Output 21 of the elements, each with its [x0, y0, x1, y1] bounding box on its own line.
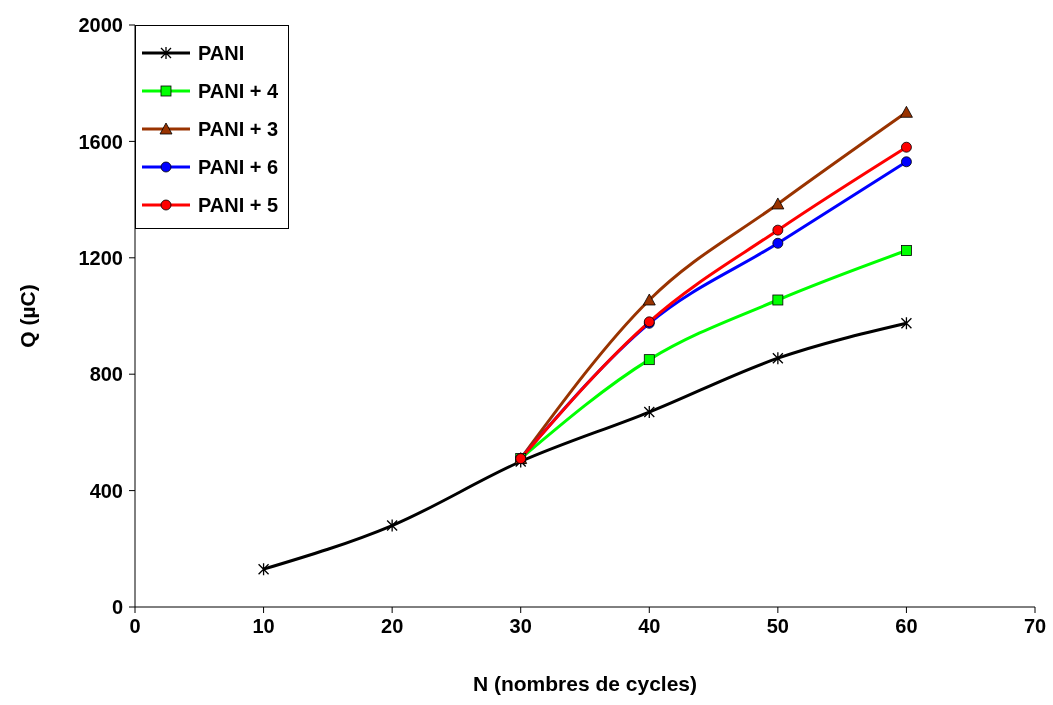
y-tick-label: 1200	[78, 246, 123, 269]
y-tick-label: 2000	[78, 14, 123, 37]
x-axis-title: N (nombres de cycles)	[472, 672, 698, 695]
legend-label: PANI + 6	[198, 155, 279, 179]
legend-label: PANI	[198, 41, 245, 65]
y-axis-title: Q (µC)	[16, 284, 40, 348]
x-tick-label: 0	[129, 615, 141, 638]
y-tick-label: 800	[89, 363, 123, 386]
legend-label: PANI + 5	[198, 193, 279, 217]
x-tick-label: 50	[766, 615, 789, 638]
x-tick-label: 30	[509, 615, 532, 638]
y-tick-label: 0	[111, 596, 123, 619]
y-tick-label: 400	[89, 479, 123, 502]
x-tick-label: 70	[1023, 615, 1047, 638]
x-tick-label: 40	[638, 615, 661, 638]
y-tick-label: 1600	[78, 130, 123, 153]
x-tick-label: 10	[252, 615, 275, 638]
legend-label: PANI + 3	[198, 117, 279, 141]
legend-label: PANI + 4	[198, 79, 279, 103]
x-tick-label: 60	[895, 615, 918, 638]
x-tick-label: 20	[381, 615, 404, 638]
